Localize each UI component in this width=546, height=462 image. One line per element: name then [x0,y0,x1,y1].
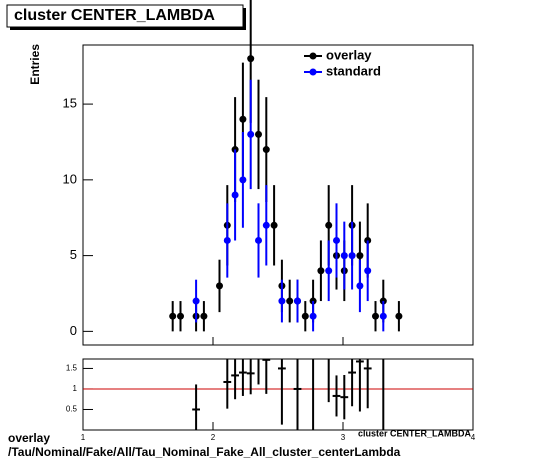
data-point [356,252,364,260]
data-point [262,146,270,154]
x-tick-label: 3 [341,433,346,442]
chart-title: cluster CENTER_LAMBDA [14,7,215,24]
legend-marker [309,52,317,60]
data-point [200,312,208,320]
title-box [6,4,244,28]
y-axis-label: Entries [28,44,42,85]
ratio-frame [82,358,474,431]
data-point [223,236,231,244]
data-point [231,191,239,199]
x-tick-label: 2 [211,433,216,442]
data-point [348,252,356,260]
footer-path: /Tau/Nominal/Fake/All/Tau_Nominal_Fake_A… [8,445,401,459]
data-point [169,312,177,320]
data-point [325,221,333,229]
data-point [372,312,379,320]
data-point [395,312,403,320]
y-tick-label: 15 [63,96,77,111]
x-axis-label: cluster CENTER_LAMBDA [358,428,472,438]
y-tick-label: 10 [63,171,77,186]
legend-marker [309,68,317,76]
plot-frame [82,44,474,346]
data-point [286,297,294,305]
data-point [356,282,364,290]
data-point [333,236,340,244]
data-point [255,130,262,138]
y-tick-label: 1 [73,384,78,393]
y-tick-label: 5 [70,247,77,262]
data-point [239,115,247,123]
data-point [262,221,270,229]
data-point [325,267,333,275]
data-point [301,312,309,320]
data-point [317,267,325,275]
data-point [247,55,255,63]
legend-label: standard [326,63,381,78]
data-point [309,312,317,320]
data-point [177,312,184,320]
data-point [340,252,348,260]
data-point [216,282,223,290]
x-tick-label: 1 [81,433,86,442]
data-point [379,312,387,320]
y-tick-label: 1.5 [66,364,78,373]
y-tick-label: 0 [70,323,77,338]
x-tick-label: 4 [471,433,476,442]
data-point [247,130,255,138]
ratio-points [83,359,473,430]
footer-label: overlay [8,431,50,445]
data-point [364,267,372,275]
legend-label: overlay [326,47,372,62]
data-point [270,221,278,229]
data-point [192,297,200,305]
data-point [278,297,286,305]
data-point [255,236,262,244]
y-tick-label: 0.5 [66,405,78,414]
data-point [239,176,247,184]
data-point [294,297,301,305]
